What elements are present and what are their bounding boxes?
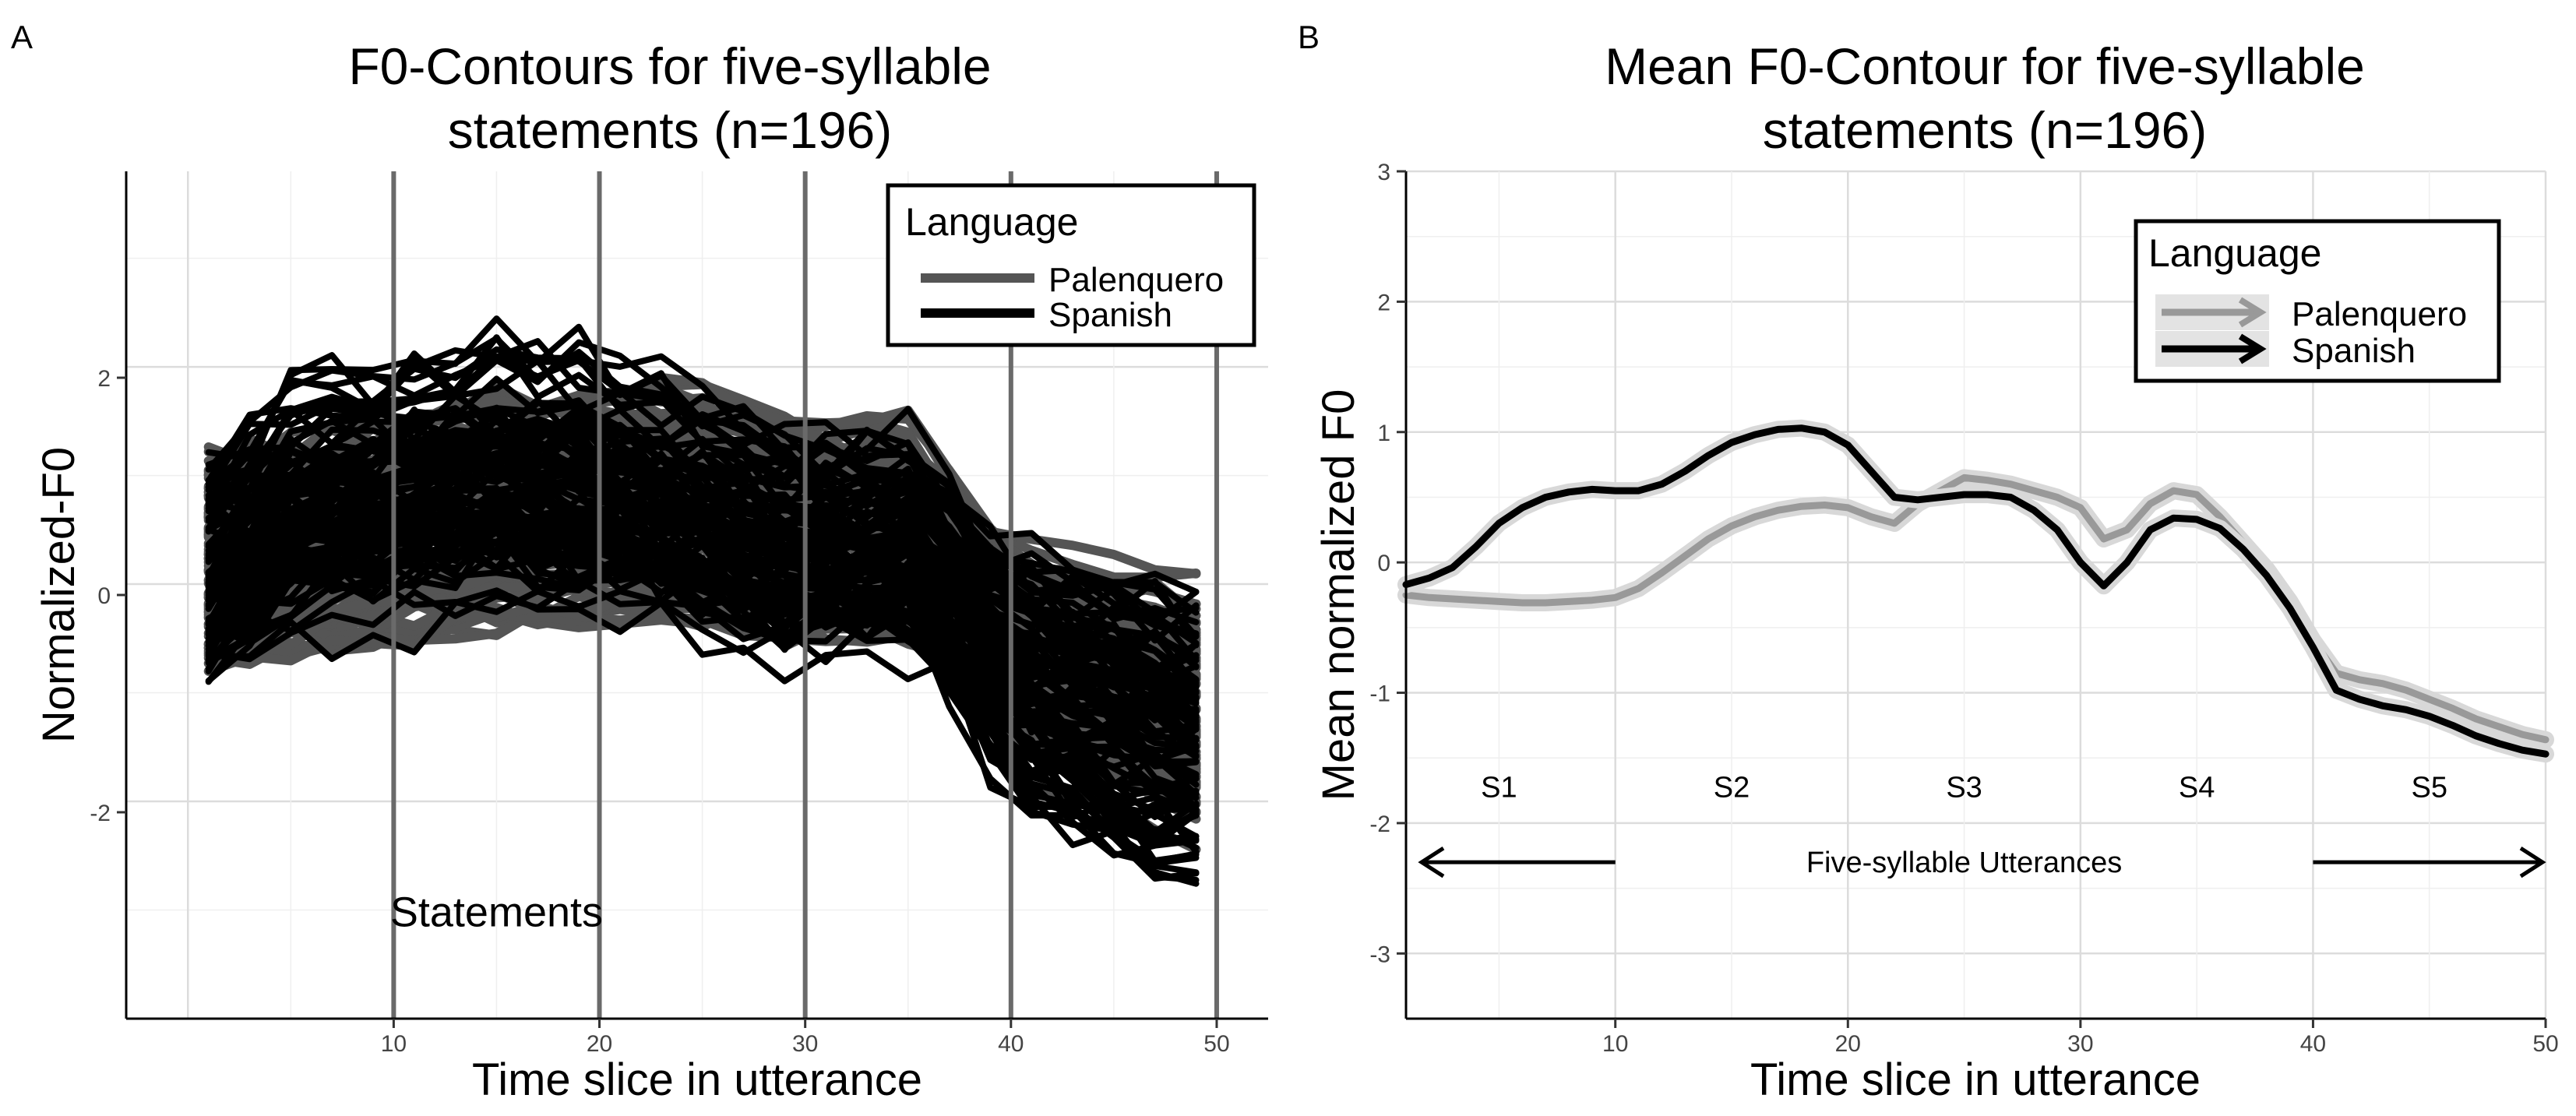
panel-b-y-tick-label: -1 [1369, 681, 1390, 707]
panel-b-label: B [1298, 19, 1320, 55]
panel-a-contour-spanish [205, 449, 1200, 797]
panel-b-x-tick-label: 40 [2300, 1031, 2326, 1057]
panel-a-title-line1: F0-Contours for five-syllable [348, 37, 991, 95]
panel-a-x-tick-label: 20 [587, 1031, 612, 1057]
panel-b-x-ticks: 10 20 30 40 50 [1602, 1019, 2559, 1057]
panel-a-contour-spanish [205, 491, 1200, 696]
panel-b-line-spanish [1402, 424, 2550, 758]
panel-a-x-tick-label: 40 [998, 1031, 1024, 1057]
panel-b-x-tick-label: 50 [2532, 1031, 2558, 1057]
panel-b-syllable-label-s4: S4 [2179, 771, 2215, 804]
panel-a-contour-spanish [205, 528, 1200, 738]
panel-b-y-tick-label: 3 [1377, 160, 1390, 185]
panel-b-y-axis-label: Mean normalized F0 [1313, 389, 1364, 801]
panel-a-contour-spanish [205, 404, 1200, 688]
panel-b-legend-arrowhead-palenquero [2238, 297, 2267, 328]
panel-a-x-axis-label: Time slice in utterance [472, 1054, 922, 1105]
panel-b-y-ticks: -3 -2 -1 0 1 2 3 [1369, 160, 1406, 967]
panel-a-y-tick-label: -2 [90, 801, 111, 826]
panel-a-y-tick-label: 2 [97, 366, 111, 392]
panel-a-legend-box [886, 183, 1256, 347]
panel-b-y-tick-label: 1 [1377, 421, 1390, 446]
panel-a-legend-title: Language [905, 200, 1078, 244]
panel-b-y-tick-label: 0 [1377, 551, 1390, 576]
panel-b-arrowhead-left [1418, 847, 1445, 878]
panel-a-x-tick-label: 10 [381, 1031, 407, 1057]
panel-a-y-axis-label: Normalized-F0 [33, 447, 84, 743]
panel-b-title-line1: Mean F0-Contour for five-syllable [1605, 37, 2365, 95]
panel-a-contour-spanish [205, 339, 1200, 687]
panel-b-chart: B Mean F0-Contour for five-syllable stat… [1298, 19, 2559, 1105]
panel-a-contour-spanish [205, 396, 1200, 685]
panel-b-syllable-labels: S1 S2 S3 S4 S5 [1481, 771, 2447, 804]
panel-b-x-axis-label: Time slice in utterance [1750, 1054, 2201, 1105]
panel-a-legend-label-spanish: Spanish [1048, 296, 1172, 334]
panel-a-contours [203, 315, 1201, 887]
panel-a-label: A [11, 19, 33, 55]
panel-b-line-palenquero [1402, 474, 2550, 744]
panel-a-chart: A F0-Contours for five-syllable statemen… [11, 19, 1268, 1105]
panel-b-arrowhead-right [2519, 847, 2546, 878]
panel-b-legend-label-spanish: Spanish [2292, 332, 2416, 370]
panel-b-y-tick-label: 2 [1377, 290, 1390, 315]
panel-b-y-tick-label: -3 [1369, 942, 1390, 967]
panel-a-legend: Language Palenquero Spanish [886, 183, 1256, 347]
panel-a-contour-spanish [205, 576, 1200, 795]
panel-a-contour-spanish [205, 507, 1200, 876]
panel-b-arrow-label: Five-syllable Utterances [1806, 847, 2122, 879]
panel-b-syllable-label-s2: S2 [1714, 771, 1750, 804]
panel-b-title-line2: statements (n=196) [1763, 101, 2207, 159]
panel-a-y-tick-label: 0 [97, 583, 111, 609]
panel-b-legend: Language Palenquero Spanish [2134, 219, 2501, 383]
panel-a-legend-label-palenquero: Palenquero [1048, 261, 1224, 299]
panel-a-contour-spanish [205, 451, 1200, 735]
panel-b-legend-label-palenquero: Palenquero [2292, 295, 2467, 333]
panel-b-utterance-arrows: Five-syllable Utterances [1418, 847, 2546, 879]
panel-a-x-tick-label: 30 [792, 1031, 818, 1057]
panel-b-syllable-label-s5: S5 [2411, 771, 2447, 804]
panel-a-contour-spanish [205, 526, 1200, 825]
panel-a-contour-spanish [205, 435, 1200, 695]
panel-a-x-ticks: 10 20 30 40 50 [381, 1019, 1230, 1057]
panel-b-x-tick-label: 10 [1602, 1031, 1628, 1057]
panel-b-legend-title: Language [2148, 231, 2321, 275]
panel-b-x-tick-label: 20 [1835, 1031, 1861, 1057]
panel-b-x-tick-label: 30 [2067, 1031, 2093, 1057]
panel-a-x-tick-label: 50 [1203, 1031, 1229, 1057]
panel-a-syllable-boundaries [391, 171, 1219, 1019]
panel-b-y-tick-label: -2 [1369, 811, 1390, 837]
panel-a-title-line2: statements (n=196) [448, 101, 892, 159]
panel-b-syllable-label-s3: S3 [1946, 771, 1982, 804]
panel-a-contour-spanish [205, 578, 1200, 815]
panel-b-legend-arrowhead-spanish [2238, 333, 2267, 364]
panel-a-annotation: Statements [390, 889, 603, 935]
panel-a-y-ticks: -2 0 2 [90, 366, 126, 826]
panel-b-syllable-label-s1: S1 [1481, 771, 1517, 804]
panel-a-contour-spanish [205, 397, 1200, 703]
panel-b-mean-contours [1397, 419, 2554, 763]
panel-a-contour-spanish [205, 387, 1200, 595]
